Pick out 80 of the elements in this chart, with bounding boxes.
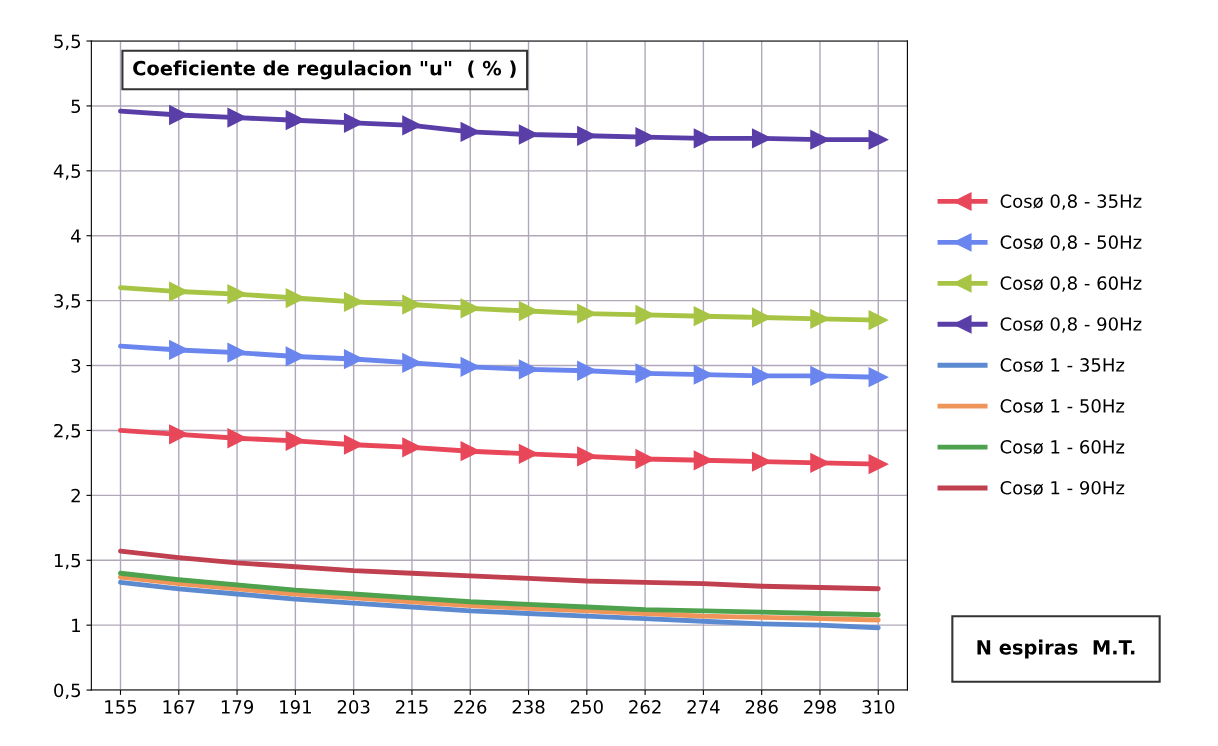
x-tick-label: 262 — [629, 700, 661, 714]
point — [868, 367, 888, 387]
x-tick-label: 298 — [804, 700, 836, 714]
point — [693, 128, 714, 149]
point — [169, 424, 189, 445]
x-tick-label: 226 — [454, 700, 487, 714]
point — [810, 366, 830, 386]
legend-label: Cosø 0,8 - 90Hz — [1000, 317, 1142, 333]
y-tick-label: 1 — [72, 618, 80, 633]
point — [635, 127, 655, 147]
line-series — [118, 548, 881, 592]
point — [751, 451, 772, 472]
point — [402, 294, 422, 315]
point — [227, 107, 247, 128]
point — [751, 307, 772, 328]
legend-label: Cosø 1 - 50Hz — [1000, 399, 1125, 414]
x-tick-label: 179 — [221, 700, 254, 714]
point — [227, 284, 247, 304]
x-tick-label: 203 — [337, 700, 370, 714]
x-tick-label: 167 — [163, 700, 195, 714]
point — [868, 310, 888, 330]
y-tick-label: 1,5 — [54, 553, 81, 570]
point — [635, 363, 655, 384]
y-tick-label: 3 — [71, 359, 81, 373]
y-tick-label: 4,5 — [53, 164, 81, 180]
text: Coeficiente de regulacion "u" ( % ) — [133, 60, 516, 80]
legend-label: Cosø 1 - 60Hz — [1000, 440, 1125, 455]
legend-label: Cosø 0,8 - 50Hz — [1000, 235, 1142, 251]
point — [227, 342, 247, 363]
point — [577, 446, 597, 467]
point — [868, 129, 888, 150]
legend-label: Cosø 0,8 - 60Hz — [1000, 276, 1142, 292]
y-tick-label: 5,5 — [54, 34, 81, 50]
point — [402, 353, 422, 373]
point — [227, 428, 247, 448]
point — [868, 454, 888, 474]
y-tick-label: 2,5 — [54, 423, 81, 440]
point — [285, 110, 306, 130]
x-tick-label: 215 — [396, 700, 428, 714]
y-tick-label: 3,5 — [54, 294, 81, 310]
point — [577, 126, 597, 146]
point — [635, 449, 655, 469]
point — [285, 346, 306, 367]
x-tick-label: 310 — [862, 700, 895, 714]
y-tick-label: 0,5 — [54, 683, 81, 700]
point — [169, 340, 189, 360]
point — [343, 434, 364, 455]
x-tick-label: 274 — [687, 700, 720, 714]
x-axis-title: N espiras M.T. — [977, 639, 1135, 659]
point — [635, 305, 655, 325]
point — [577, 361, 597, 381]
point — [460, 122, 480, 142]
point — [343, 292, 364, 312]
point — [518, 124, 539, 145]
point — [577, 303, 597, 324]
point — [810, 129, 830, 150]
y-tick-label: 4 — [71, 229, 81, 243]
x-tick-label: 238 — [512, 700, 545, 714]
x-tick-label: 191 — [280, 700, 311, 714]
legend-label: Cosø 1 - 35Hz — [1000, 358, 1125, 373]
point — [460, 357, 480, 377]
point — [460, 441, 480, 461]
point — [343, 113, 364, 133]
y-tick-label: 2 — [71, 488, 80, 503]
point — [402, 115, 422, 136]
legend-label: Cosø 1 - 90Hz — [1000, 480, 1125, 496]
line-series — [118, 579, 881, 631]
point — [169, 281, 189, 302]
point — [751, 128, 772, 149]
point — [402, 437, 422, 458]
y-tick-label: 5 — [71, 99, 81, 114]
x-tick-label: 155 — [105, 700, 137, 714]
point — [693, 364, 714, 385]
point — [810, 309, 830, 329]
x-tick-label: 250 — [570, 700, 603, 714]
x-tick-label: 286 — [745, 700, 778, 714]
point — [810, 453, 830, 473]
point — [460, 298, 480, 319]
point — [518, 359, 539, 380]
legend-label: Cosø 0,8 - 35Hz — [1000, 194, 1142, 210]
